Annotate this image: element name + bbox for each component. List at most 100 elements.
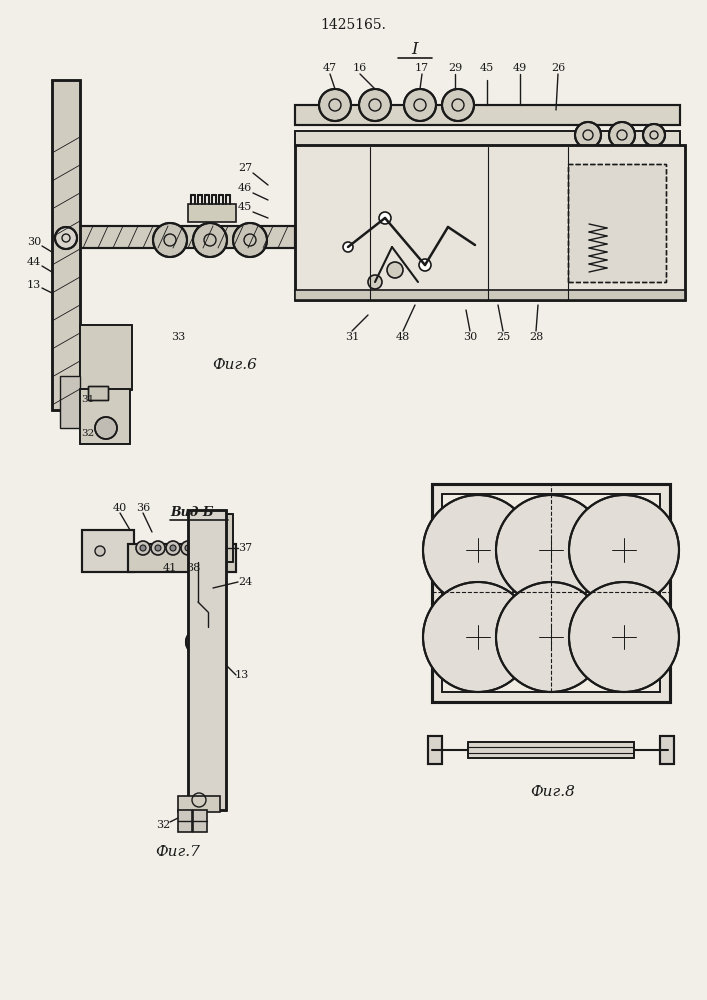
Text: 38: 38: [186, 563, 200, 573]
Bar: [213, 514, 233, 562]
Bar: [568, 164, 666, 282]
Text: 26: 26: [551, 63, 565, 73]
Bar: [295, 145, 685, 300]
Circle shape: [387, 262, 403, 278]
Text: 36: 36: [136, 503, 150, 513]
Text: Фиг.8: Фиг.8: [530, 785, 575, 799]
Bar: [213, 514, 233, 562]
Circle shape: [404, 89, 436, 121]
Bar: [432, 484, 670, 702]
Bar: [178, 796, 220, 812]
Bar: [80, 389, 130, 444]
Bar: [52, 80, 80, 410]
Circle shape: [379, 212, 391, 224]
Bar: [128, 544, 236, 572]
Circle shape: [196, 541, 210, 555]
Circle shape: [185, 545, 191, 551]
Bar: [568, 164, 666, 282]
Text: 47: 47: [323, 63, 337, 73]
Bar: [295, 145, 685, 300]
Circle shape: [233, 223, 267, 257]
Bar: [468, 742, 634, 758]
Bar: [432, 484, 670, 702]
Text: 40: 40: [113, 503, 127, 513]
Circle shape: [569, 582, 679, 692]
Text: 30: 30: [463, 332, 477, 342]
Circle shape: [343, 242, 353, 252]
Text: 24: 24: [238, 577, 252, 587]
Text: 32: 32: [81, 430, 95, 438]
Circle shape: [368, 275, 382, 289]
Circle shape: [151, 541, 165, 555]
Text: 45: 45: [480, 63, 494, 73]
Circle shape: [496, 582, 606, 692]
Bar: [80, 226, 295, 248]
Bar: [468, 742, 634, 758]
Bar: [295, 131, 680, 147]
Text: 33: 33: [171, 332, 185, 342]
Bar: [295, 131, 680, 147]
Bar: [428, 736, 442, 764]
Circle shape: [153, 223, 187, 257]
Circle shape: [419, 259, 431, 271]
Bar: [80, 325, 132, 390]
Circle shape: [55, 227, 77, 249]
Circle shape: [215, 545, 221, 551]
Bar: [442, 494, 660, 692]
Text: 16: 16: [353, 63, 367, 73]
Bar: [295, 290, 685, 300]
Text: 31: 31: [81, 395, 95, 404]
Text: 31: 31: [345, 332, 359, 342]
Circle shape: [359, 89, 391, 121]
Circle shape: [186, 630, 210, 654]
Circle shape: [319, 89, 351, 121]
Bar: [88, 386, 108, 400]
Text: 1425165.: 1425165.: [320, 18, 386, 32]
Text: 25: 25: [496, 332, 510, 342]
Bar: [82, 530, 134, 572]
Bar: [80, 325, 132, 390]
Text: 48: 48: [396, 332, 410, 342]
Circle shape: [200, 545, 206, 551]
Circle shape: [609, 122, 635, 148]
Text: 30: 30: [27, 237, 41, 247]
Circle shape: [423, 582, 533, 692]
Circle shape: [575, 122, 601, 148]
Bar: [128, 544, 236, 572]
Bar: [295, 105, 680, 125]
Bar: [80, 226, 295, 248]
Circle shape: [155, 545, 161, 551]
Text: 17: 17: [415, 63, 429, 73]
Bar: [82, 530, 134, 572]
Text: 27: 27: [238, 163, 252, 173]
Circle shape: [136, 541, 150, 555]
Bar: [188, 204, 236, 222]
Bar: [80, 389, 130, 444]
Text: 29: 29: [448, 63, 462, 73]
Bar: [660, 736, 674, 764]
Text: Фиг.6: Фиг.6: [213, 358, 257, 372]
Circle shape: [496, 495, 606, 605]
Text: 37: 37: [238, 543, 252, 553]
Circle shape: [170, 545, 176, 551]
Text: 32: 32: [156, 820, 170, 830]
Circle shape: [211, 541, 225, 555]
Bar: [52, 80, 80, 410]
Text: 41: 41: [163, 563, 177, 573]
Text: 46: 46: [238, 183, 252, 193]
Text: 13: 13: [27, 280, 41, 290]
Circle shape: [181, 541, 195, 555]
Text: Вид Б: Вид Б: [170, 506, 214, 520]
Circle shape: [643, 124, 665, 146]
Bar: [188, 510, 226, 810]
Circle shape: [193, 223, 227, 257]
Bar: [178, 810, 192, 832]
Bar: [428, 736, 442, 764]
Bar: [88, 386, 108, 400]
Circle shape: [569, 495, 679, 605]
Circle shape: [140, 545, 146, 551]
Text: 28: 28: [529, 332, 543, 342]
Text: 49: 49: [513, 63, 527, 73]
Circle shape: [95, 417, 117, 439]
Bar: [193, 810, 207, 832]
